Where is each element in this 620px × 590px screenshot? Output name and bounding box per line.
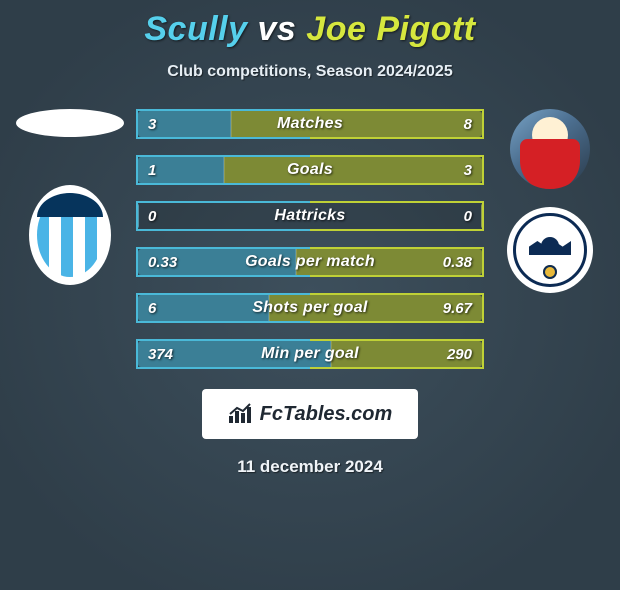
stat-label: Shots per goal xyxy=(138,295,482,321)
brand-badge: FcTables.com xyxy=(202,389,418,439)
player2-club-badge xyxy=(507,207,593,293)
stat-row: 00Hattricks xyxy=(136,201,484,231)
right-column xyxy=(488,109,616,293)
brand-text: FcTables.com xyxy=(260,403,393,426)
player1-name: Scully xyxy=(144,10,247,48)
player1-club-badge xyxy=(29,185,111,285)
stat-row: 13Goals xyxy=(136,155,484,185)
stat-row: 38Matches xyxy=(136,109,484,139)
stat-label: Hattricks xyxy=(138,203,482,229)
stat-label: Matches xyxy=(138,111,482,137)
stat-label: Goals per match xyxy=(138,249,482,275)
footer-date: 11 december 2024 xyxy=(0,457,620,477)
stat-row: 69.67Shots per goal xyxy=(136,293,484,323)
player1-avatar xyxy=(16,109,124,137)
stat-row: 0.330.38Goals per match xyxy=(136,247,484,277)
stat-label: Min per goal xyxy=(138,341,482,367)
stat-label: Goals xyxy=(138,157,482,183)
comparison-title: Scully vs Joe Pigott xyxy=(0,10,620,49)
player2-name: Joe Pigott xyxy=(306,10,475,48)
vs-text: vs xyxy=(258,10,297,48)
left-column xyxy=(4,109,132,285)
player2-avatar xyxy=(510,109,590,189)
brand-chart-icon xyxy=(228,403,254,425)
subtitle: Club competitions, Season 2024/2025 xyxy=(0,63,620,81)
stat-bars: 38Matches 13Goals 00Hattricks 0.330.38Goals… xyxy=(132,109,488,369)
content-area: 38Matches 13Goals 00Hattricks 0.330.38Goals… xyxy=(0,109,620,369)
stat-row: 374290Min per goal xyxy=(136,339,484,369)
